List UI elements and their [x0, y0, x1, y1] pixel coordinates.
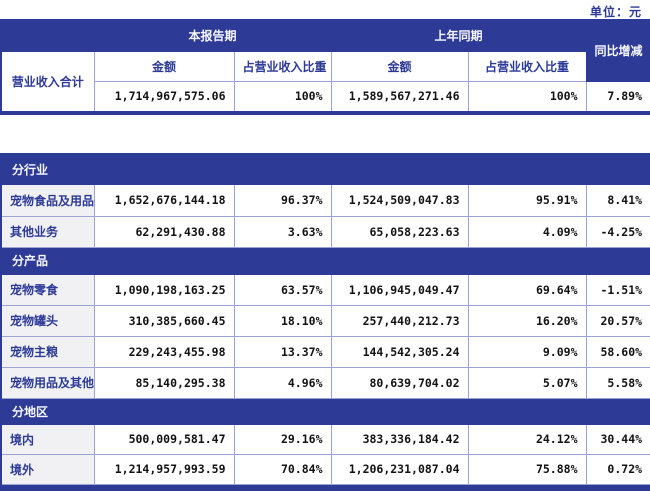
- total-prior-amount: 1,589,567,271.46: [330, 80, 469, 114]
- prior-amount: 257,440,212.73: [330, 304, 469, 337]
- row-label: 境内: [0, 423, 95, 455]
- prior-amount: 383,336,184.42: [330, 423, 469, 455]
- current-amount: 310,385,660.45: [93, 304, 235, 337]
- amount-header-current: 金额: [93, 50, 235, 82]
- yoy-value: -1.51%: [585, 273, 650, 306]
- prior-pct: 16.20%: [467, 304, 587, 337]
- prior-period-header: 上年同期: [330, 19, 587, 52]
- yoy-value: 5.58%: [585, 366, 650, 399]
- table-row: 宠物食品及用品 1,652,676,144.18 96.37% 1,524,50…: [0, 183, 650, 217]
- table-row: 其他业务 62,291,430.88 3.63% 65,058,223.63 4…: [0, 215, 650, 248]
- prior-amount: 80,639,704.02: [330, 366, 469, 399]
- total-prior-pct: 100%: [467, 80, 587, 114]
- yoy-header: 同比增减: [585, 19, 650, 82]
- table-row: 境内 500,009,581.47 29.16% 383,336,184.42 …: [0, 423, 650, 455]
- current-amount: 1,090,198,163.25: [93, 273, 235, 306]
- prior-pct: 4.09%: [467, 215, 587, 248]
- current-amount: 229,243,455.98: [93, 335, 235, 368]
- prior-pct: 69.64%: [467, 273, 587, 306]
- current-pct: 13.37%: [233, 335, 332, 368]
- pct-header-prior: 占营业收入比重: [467, 50, 587, 82]
- row-label: 宠物罐头: [0, 304, 95, 337]
- current-pct: 4.96%: [233, 366, 332, 399]
- prior-pct: 9.09%: [467, 335, 587, 368]
- total-revenue-row: 1,714,967,575.06 100% 1,589,567,271.46 1…: [1, 80, 650, 114]
- yoy-value: 30.44%: [585, 423, 650, 455]
- prior-pct: 95.91%: [467, 183, 587, 217]
- total-yoy: 7.89%: [585, 80, 650, 114]
- unit-label: 单位：元: [589, 5, 642, 19]
- yoy-value: 0.72%: [585, 453, 650, 485]
- yoy-value: 8.41%: [585, 183, 650, 217]
- table-row: 宠物用品及其他 85,140,295.38 4.96% 80,639,704.0…: [0, 366, 650, 399]
- prior-pct: 24.12%: [467, 423, 587, 455]
- total-revenue-label: 营业收入合计: [0, 50, 95, 114]
- row-label: 宠物用品及其他: [0, 366, 95, 399]
- row-label: 其他业务: [0, 215, 95, 248]
- section-header-region: 分地区: [0, 397, 650, 425]
- prior-amount: 1,524,509,047.83: [330, 183, 469, 217]
- prior-amount: 1,106,945,049.47: [330, 273, 469, 306]
- row-label: 宠物食品及用品: [0, 183, 95, 217]
- corner-cell: [0, 19, 95, 52]
- table-row: 宠物主粮 229,243,455.98 13.37% 144,542,305.2…: [0, 335, 650, 368]
- current-pct: 70.84%: [233, 453, 332, 485]
- current-pct: 29.16%: [233, 423, 332, 455]
- current-amount: 500,009,581.47: [93, 423, 235, 455]
- current-amount: 1,652,676,144.18: [93, 183, 235, 217]
- current-pct: 3.63%: [233, 215, 332, 248]
- prior-amount: 144,542,305.24: [330, 335, 469, 368]
- period-header-row: 本报告期 上年同期 同比增减: [0, 19, 650, 82]
- prior-amount: 65,058,223.63: [330, 215, 469, 248]
- row-label: 境外: [0, 453, 95, 485]
- table-row: 宠物罐头 310,385,660.45 18.10% 257,440,212.7…: [0, 304, 650, 337]
- yoy-value: 58.60%: [585, 335, 650, 368]
- section-header-product: 分产品: [0, 246, 650, 275]
- current-amount: 1,214,957,993.59: [93, 453, 235, 485]
- total-current-pct: 100%: [233, 80, 332, 114]
- subheader-row: 营业收入合计 金额 占营业收入比重 金额 占营业收入比重: [0, 50, 650, 114]
- current-pct: 96.37%: [233, 183, 332, 217]
- revenue-breakdown-table: 分行业 宠物食品及用品 1,652,676,144.18 96.37% 1,52…: [0, 153, 650, 491]
- revenue-summary-table: 本报告期 上年同期 同比增减 营业收入合计 金额 占营业收入比重 金额 占营业收…: [0, 19, 650, 115]
- prior-amount: 1,206,231,087.04: [330, 453, 469, 485]
- table-row: 境外 1,214,957,993.59 70.84% 1,206,231,087…: [0, 453, 650, 485]
- total-current-amount: 1,714,967,575.06: [93, 80, 235, 114]
- current-pct: 18.10%: [233, 304, 332, 337]
- current-amount: 62,291,430.88: [93, 215, 235, 248]
- prior-pct: 5.07%: [467, 366, 587, 399]
- current-amount: 85,140,295.38: [93, 366, 235, 399]
- yoy-value: -4.25%: [585, 215, 650, 248]
- prior-pct: 75.88%: [467, 453, 587, 485]
- row-label: 宠物零食: [0, 273, 95, 306]
- amount-header-prior: 金额: [330, 50, 469, 82]
- table-row: 宠物零食 1,090,198,163.25 63.57% 1,106,945,0…: [0, 273, 650, 306]
- pct-header-current: 占营业收入比重: [233, 50, 332, 82]
- yoy-value: 20.57%: [585, 304, 650, 337]
- row-label: 宠物主粮: [0, 335, 95, 368]
- current-period-header: 本报告期: [93, 19, 332, 52]
- truncated-section-bar: [0, 483, 650, 491]
- section-header-industry: 分行业: [0, 153, 650, 185]
- current-pct: 63.57%: [233, 273, 332, 306]
